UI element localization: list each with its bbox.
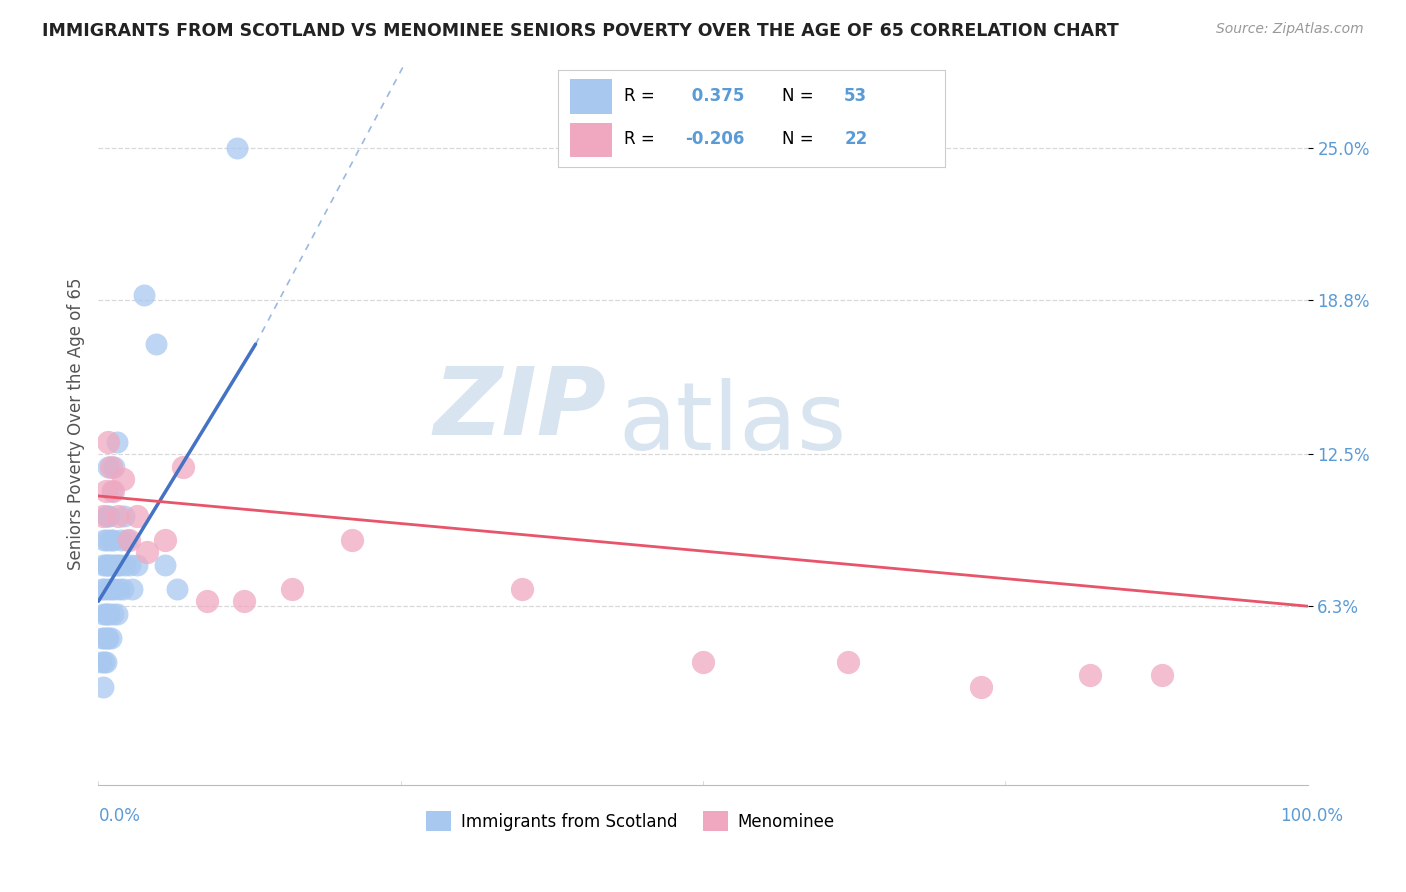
Point (93, 631, 115, 645)
Point (105, 607, 128, 621)
Point (91, 582, 114, 596)
Point (97, 435, 120, 450)
Point (100, 459, 122, 474)
Point (98, 607, 121, 621)
Text: 0.0%: 0.0% (98, 807, 141, 825)
Point (101, 533, 124, 547)
Point (90, 656, 112, 670)
Point (195, 594, 218, 608)
Point (111, 472, 134, 486)
Point (94, 508, 117, 523)
Point (970, 680, 993, 694)
Point (98, 508, 121, 523)
Legend: Immigrants from Scotland, Menominee: Immigrants from Scotland, Menominee (419, 805, 841, 838)
Point (97, 459, 120, 474)
Text: IMMIGRANTS FROM SCOTLAND VS MENOMINEE SENIORS POVERTY OVER THE AGE OF 65 CORRELA: IMMIGRANTS FROM SCOTLAND VS MENOMINEE SE… (42, 22, 1119, 40)
Point (100, 558, 122, 572)
Point (100, 631, 122, 645)
Point (98, 558, 121, 572)
Point (153, 558, 176, 572)
Point (226, 141, 249, 155)
Point (118, 533, 141, 547)
Point (93, 533, 115, 547)
Point (96, 533, 118, 547)
Point (94, 558, 117, 572)
Point (111, 582, 134, 596)
Point (105, 435, 128, 450)
Point (93, 582, 115, 596)
Point (134, 288, 156, 302)
Point (153, 533, 176, 547)
Point (166, 582, 188, 596)
Point (117, 533, 139, 547)
Point (97, 582, 120, 596)
Point (94, 484, 117, 499)
Text: atlas: atlas (619, 377, 846, 470)
Point (1152, 667, 1174, 681)
Point (104, 558, 127, 572)
Point (107, 508, 129, 523)
Point (103, 459, 125, 474)
Point (91, 508, 114, 523)
Point (94, 607, 117, 621)
Point (114, 558, 136, 572)
Point (91, 558, 114, 572)
Text: Source: ZipAtlas.com: Source: ZipAtlas.com (1216, 22, 1364, 37)
Point (108, 558, 131, 572)
Point (135, 545, 157, 559)
Point (1078, 667, 1101, 681)
Point (97, 631, 120, 645)
Point (127, 558, 149, 572)
Y-axis label: Seniors Poverty Over the Age of 65: Seniors Poverty Over the Age of 65 (66, 277, 84, 570)
Point (127, 508, 149, 523)
Point (118, 558, 141, 572)
Point (94, 656, 117, 670)
Text: 100.0%: 100.0% (1279, 807, 1343, 825)
Point (100, 582, 122, 596)
Point (172, 459, 194, 474)
Point (100, 533, 122, 547)
Point (232, 594, 254, 608)
Point (93, 656, 115, 670)
Point (108, 582, 131, 596)
Text: ZIP: ZIP (433, 363, 606, 455)
Point (121, 582, 143, 596)
Point (103, 582, 125, 596)
Point (692, 656, 714, 670)
Point (91, 680, 114, 694)
Point (96, 631, 118, 645)
Point (107, 558, 129, 572)
Point (96, 558, 118, 572)
Point (342, 533, 364, 547)
Point (96, 607, 118, 621)
Point (510, 582, 533, 596)
Point (97, 508, 120, 523)
Point (112, 508, 135, 523)
Point (91, 607, 114, 621)
Point (837, 656, 859, 670)
Point (110, 533, 132, 547)
Point (91, 631, 114, 645)
Point (145, 337, 167, 351)
Point (101, 484, 124, 499)
Point (100, 484, 122, 499)
Point (281, 582, 304, 596)
Point (101, 607, 124, 621)
